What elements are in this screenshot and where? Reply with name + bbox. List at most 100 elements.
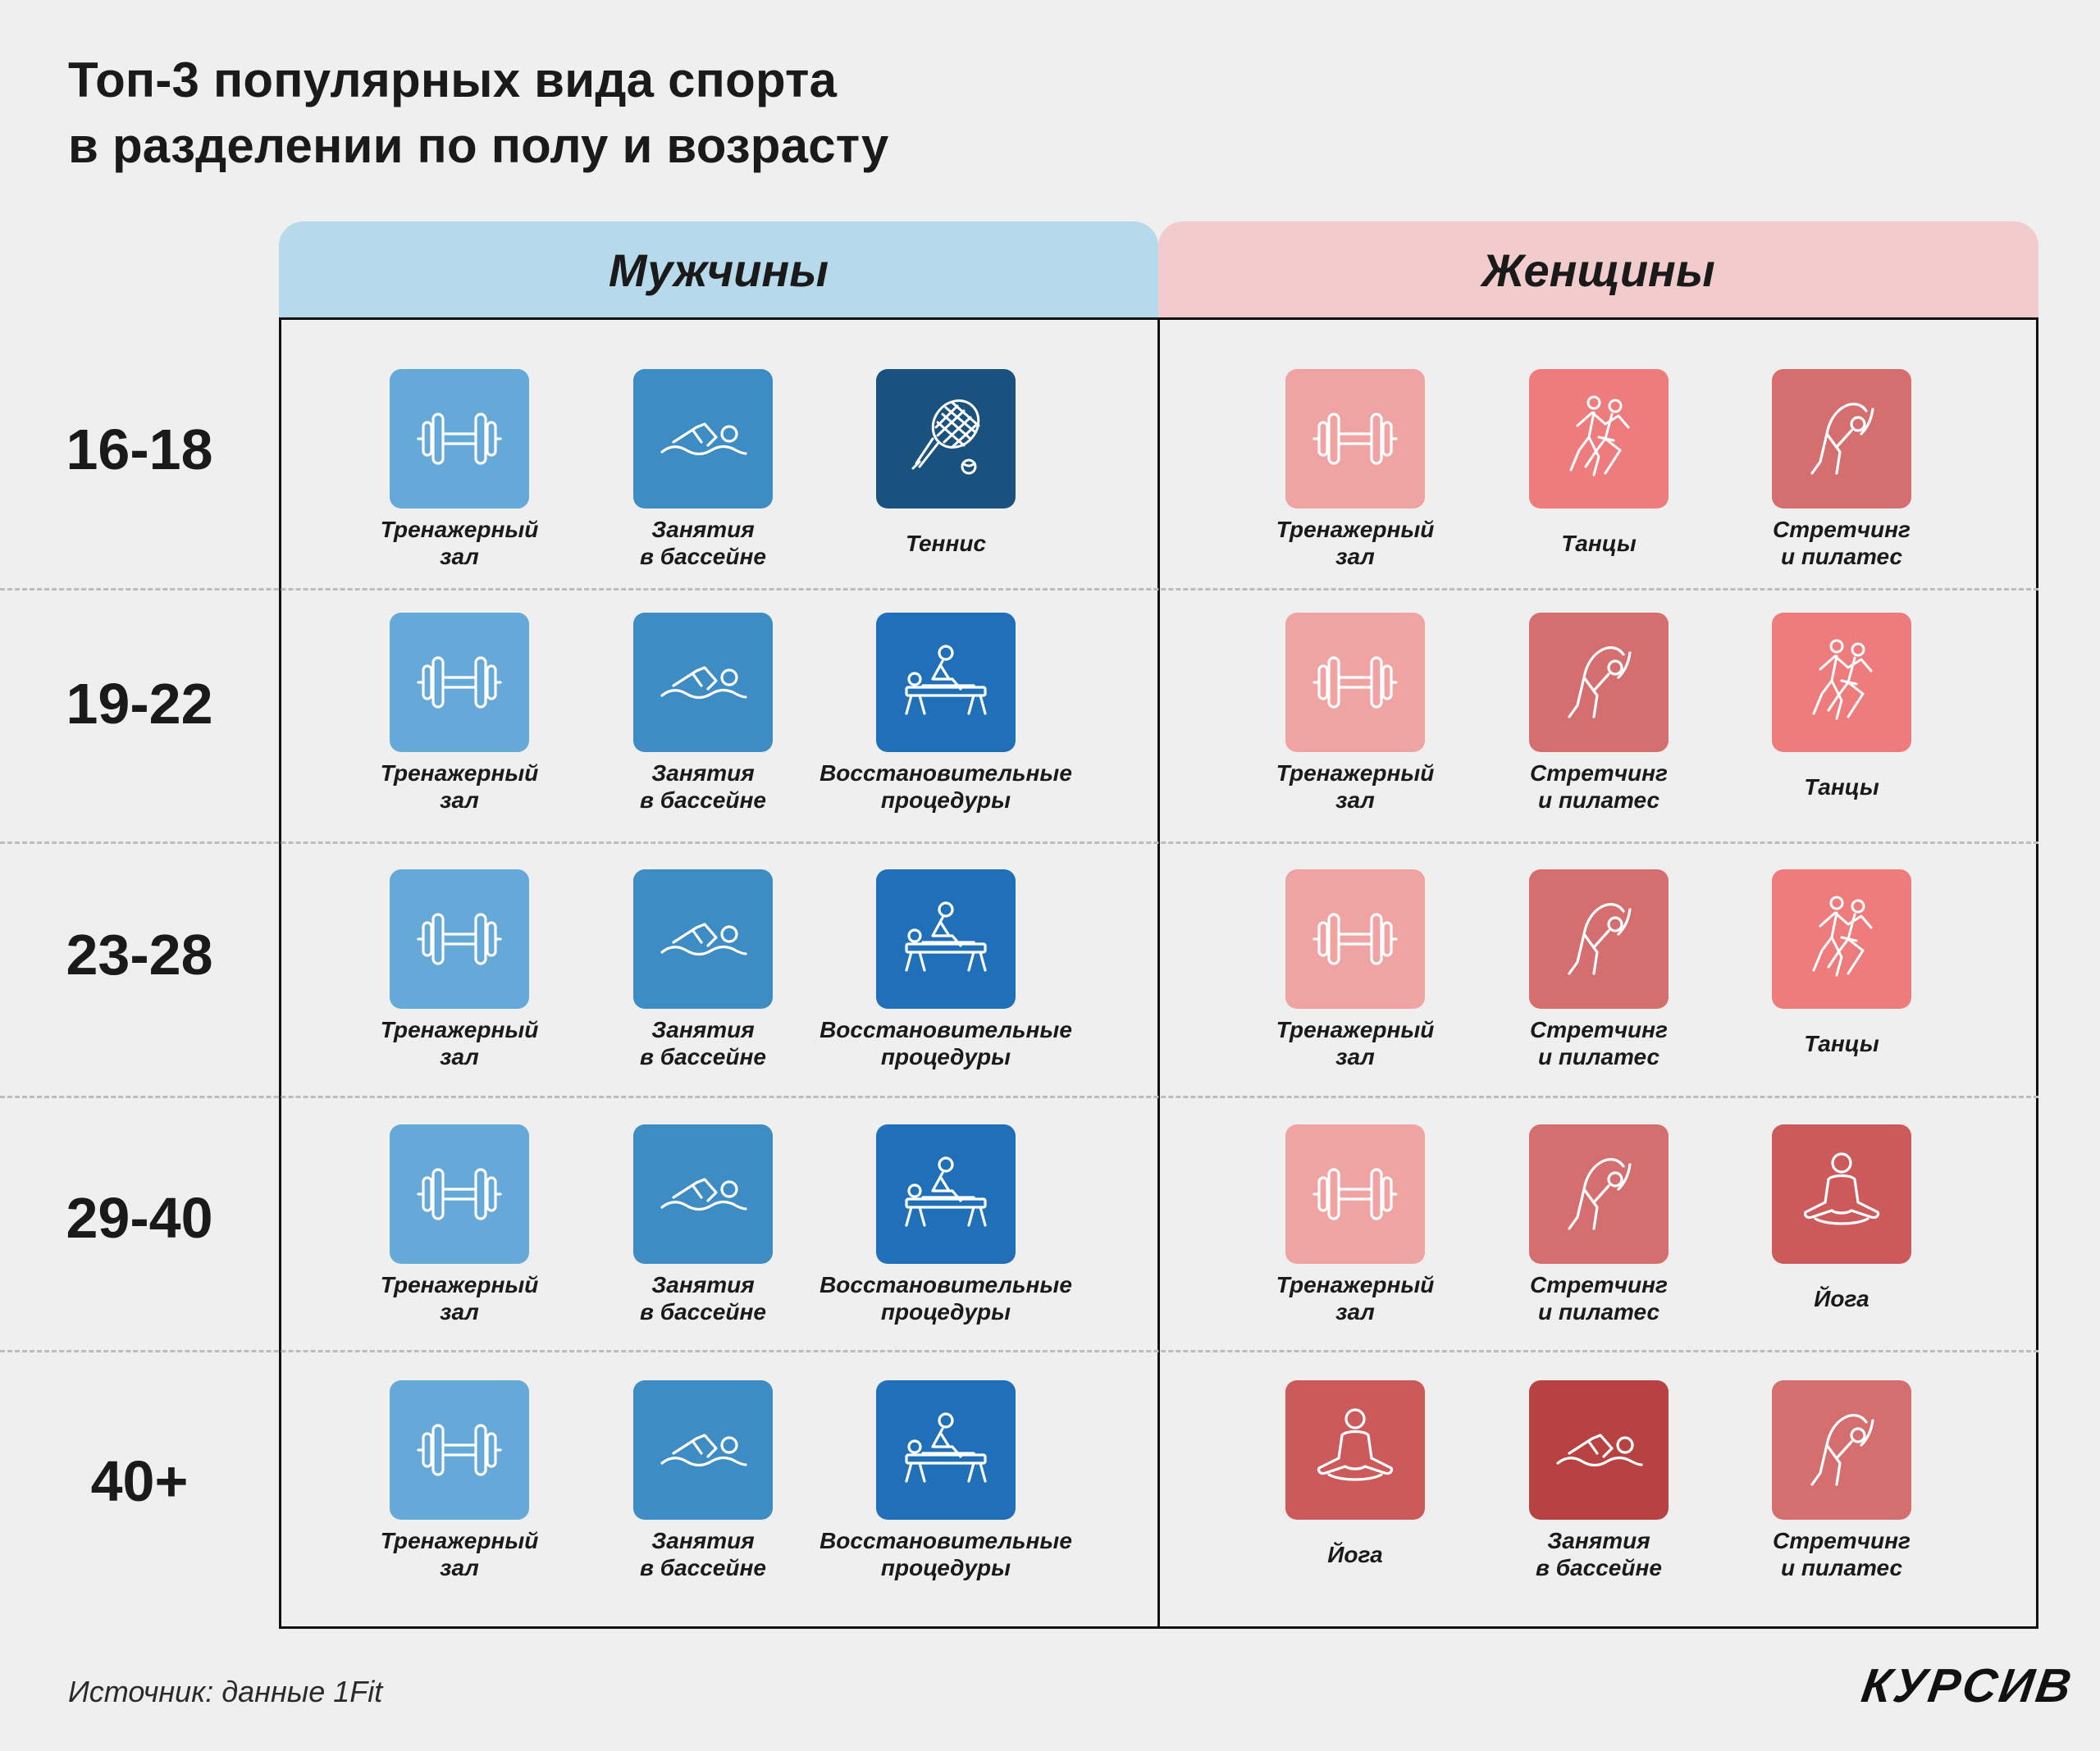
- massage-icon: [876, 1380, 1016, 1520]
- sport-label: Тренажерный зал: [381, 1015, 539, 1071]
- sport-label-line: зал: [1335, 544, 1375, 569]
- sport-label-line: в бассейне: [640, 1555, 766, 1580]
- sport-label-line: процедуры: [880, 1044, 1011, 1069]
- sport-label: Тренажерный зал: [381, 1270, 539, 1326]
- sport-label-line: процедуры: [880, 787, 1011, 813]
- swimmer-icon: [633, 1380, 773, 1520]
- sport-label: Тренажерный зал: [1276, 515, 1435, 571]
- women-sport-card: Стретчинг и пилатес: [1714, 369, 1969, 571]
- women-sport-card: Стретчинг и пилатес: [1714, 1380, 1969, 1582]
- dancers-icon: [1529, 369, 1669, 508]
- men-sport-card: Занятия в бассейне: [576, 1380, 830, 1582]
- men-sport-card: Восстановительные процедуры: [819, 1124, 1073, 1326]
- sport-label-line: Восстановительные: [819, 760, 1072, 786]
- sport-label-line: Тренажерный: [380, 1272, 539, 1297]
- men-column-label: Мужчины: [608, 244, 829, 296]
- stretching-icon: [1529, 1124, 1669, 1264]
- sport-label-line: зал: [1335, 787, 1375, 813]
- title-line-1: Топ-3 популярных вида спорта: [68, 52, 838, 107]
- row-separator: [0, 1096, 2038, 1098]
- sport-label: Тренажерный зал: [1276, 1270, 1435, 1326]
- sport-label: Стретчинг и пилатес: [1530, 1270, 1668, 1326]
- sport-label-line: Занятия: [651, 517, 755, 542]
- men-column-header: Мужчины: [279, 221, 1158, 318]
- sport-label: Тренажерный зал: [1276, 759, 1435, 814]
- sport-label: Тренажерный зал: [381, 759, 539, 814]
- dumbbell-icon: [1285, 869, 1425, 1009]
- row-separator: [0, 588, 2038, 591]
- sport-label-line: Занятия: [1547, 1528, 1650, 1553]
- men-sport-card: Восстановительные процедуры: [819, 613, 1073, 814]
- swimmer-icon: [633, 869, 773, 1009]
- sport-label-line: Тренажерный: [1276, 1272, 1435, 1297]
- men-sport-card: Тренажерный зал: [332, 369, 587, 571]
- men-sport-card: Занятия в бассейне: [576, 869, 830, 1071]
- sport-label-line: Занятия: [651, 1017, 755, 1042]
- dumbbell-icon: [1285, 1124, 1425, 1264]
- page-title: Топ-3 популярных вида спорта в разделени…: [68, 48, 1217, 179]
- sport-label: Восстановительные процедуры: [819, 759, 1072, 814]
- sport-label-line: в бассейне: [640, 1299, 766, 1325]
- men-sport-card: Тренажерный зал: [332, 613, 587, 814]
- sport-label: Восстановительные процедуры: [819, 1015, 1072, 1071]
- massage-icon: [876, 613, 1016, 752]
- women-sport-card: Тренажерный зал: [1228, 369, 1482, 571]
- sport-label-line: зал: [440, 787, 479, 813]
- sport-label: Занятия в бассейне: [640, 1015, 766, 1071]
- men-sport-card: Восстановительные процедуры: [819, 869, 1073, 1071]
- age-group-label: 23-28: [66, 923, 213, 987]
- sport-label: Танцы: [1804, 1015, 1879, 1071]
- sport-label: Занятия в бассейне: [1536, 1526, 1662, 1582]
- dumbbell-icon: [390, 613, 529, 752]
- dancers-icon: [1772, 869, 1911, 1009]
- dumbbell-icon: [390, 1124, 529, 1264]
- sport-label-line: зал: [1335, 1299, 1375, 1325]
- sport-label-line: зал: [440, 1555, 479, 1580]
- sport-label-line: Тренажерный: [1276, 1017, 1435, 1042]
- sport-label-line: Занятия: [651, 760, 755, 786]
- sport-label-line: Стретчинг: [1530, 1272, 1668, 1297]
- sport-label-line: и пилатес: [1537, 1299, 1660, 1325]
- stretching-icon: [1529, 869, 1669, 1009]
- age-group-label: 16-18: [66, 417, 213, 481]
- sport-label: Стретчинг и пилатес: [1530, 1015, 1668, 1071]
- women-sport-card: Танцы: [1714, 613, 1969, 814]
- sport-label-line: и пилатес: [1537, 787, 1660, 813]
- dumbbell-icon: [1285, 613, 1425, 752]
- swimmer-icon: [633, 369, 773, 508]
- age-group-label: 29-40: [66, 1186, 213, 1250]
- swimmer-icon: [633, 613, 773, 752]
- sport-label-line: Йога: [1327, 1541, 1383, 1567]
- sport-label: Стретчинг и пилатес: [1773, 515, 1911, 571]
- sport-label-line: в бассейне: [640, 1044, 766, 1069]
- men-sport-card: Занятия в бассейне: [576, 613, 830, 814]
- sport-label: Восстановительные процедуры: [819, 1270, 1072, 1326]
- sport-label-line: процедуры: [880, 1555, 1011, 1580]
- sport-label-line: зал: [1335, 1044, 1375, 1069]
- women-sport-card: Танцы: [1472, 369, 1726, 571]
- sport-label-line: Занятия: [651, 1272, 755, 1297]
- sport-label-line: зал: [440, 1044, 479, 1069]
- massage-icon: [876, 1124, 1016, 1264]
- age-group-label: 40+: [90, 1449, 189, 1513]
- sport-label-line: Танцы: [1561, 530, 1637, 556]
- sport-label: Тренажерный зал: [381, 1526, 539, 1582]
- women-sport-card: Йога: [1714, 1124, 1969, 1326]
- sport-label: Теннис: [906, 515, 986, 571]
- sport-label: Йога: [1814, 1270, 1869, 1326]
- women-sport-card: Стретчинг и пилатес: [1472, 869, 1726, 1071]
- tennis-racket-icon: [876, 369, 1016, 508]
- sport-label-line: в бассейне: [1536, 1555, 1662, 1580]
- sport-label-line: Стретчинг: [1530, 760, 1668, 786]
- men-sport-card: Занятия в бассейне: [576, 369, 830, 571]
- sport-label: Йога: [1327, 1526, 1382, 1582]
- sport-label-line: Тренажерный: [380, 517, 539, 542]
- sport-label: Тренажерный зал: [1276, 1015, 1435, 1071]
- swimmer-icon: [633, 1124, 773, 1264]
- stretching-icon: [1772, 369, 1911, 508]
- sport-label-line: в бассейне: [640, 787, 766, 813]
- sport-label: Занятия в бассейне: [640, 1526, 766, 1582]
- stretching-icon: [1529, 613, 1669, 752]
- sport-label-line: Восстановительные: [819, 1017, 1072, 1042]
- women-sport-card: Тренажерный зал: [1228, 869, 1482, 1071]
